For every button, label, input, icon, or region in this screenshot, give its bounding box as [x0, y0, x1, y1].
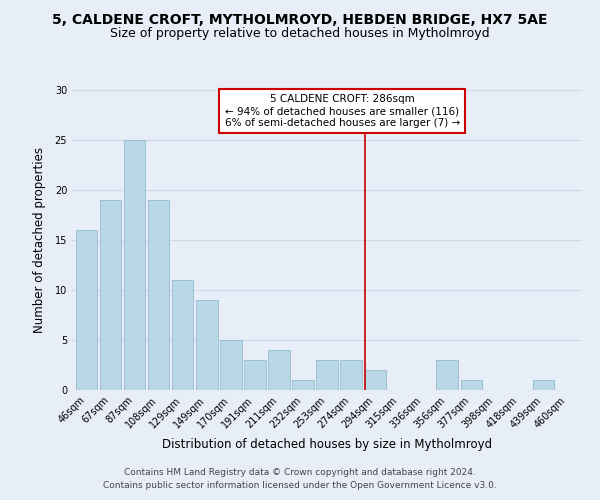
Bar — [220, 340, 242, 390]
Bar — [316, 360, 338, 390]
Bar — [340, 360, 362, 390]
Bar — [268, 350, 290, 390]
Bar — [124, 140, 145, 390]
Bar — [172, 280, 193, 390]
Bar — [461, 380, 482, 390]
Bar — [100, 200, 121, 390]
Text: Contains HM Land Registry data © Crown copyright and database right 2024.: Contains HM Land Registry data © Crown c… — [124, 468, 476, 477]
Text: Contains public sector information licensed under the Open Government Licence v3: Contains public sector information licen… — [103, 482, 497, 490]
Bar — [196, 300, 218, 390]
Text: 5, CALDENE CROFT, MYTHOLMROYD, HEBDEN BRIDGE, HX7 5AE: 5, CALDENE CROFT, MYTHOLMROYD, HEBDEN BR… — [52, 12, 548, 26]
X-axis label: Distribution of detached houses by size in Mytholmroyd: Distribution of detached houses by size … — [162, 438, 492, 451]
Bar — [533, 380, 554, 390]
Bar — [364, 370, 386, 390]
Bar — [244, 360, 266, 390]
Text: Size of property relative to detached houses in Mytholmroyd: Size of property relative to detached ho… — [110, 28, 490, 40]
Bar — [148, 200, 169, 390]
Bar — [436, 360, 458, 390]
Text: 5 CALDENE CROFT: 286sqm
← 94% of detached houses are smaller (116)
6% of semi-de: 5 CALDENE CROFT: 286sqm ← 94% of detache… — [224, 94, 460, 128]
Bar — [76, 230, 97, 390]
Bar — [292, 380, 314, 390]
Y-axis label: Number of detached properties: Number of detached properties — [34, 147, 46, 333]
